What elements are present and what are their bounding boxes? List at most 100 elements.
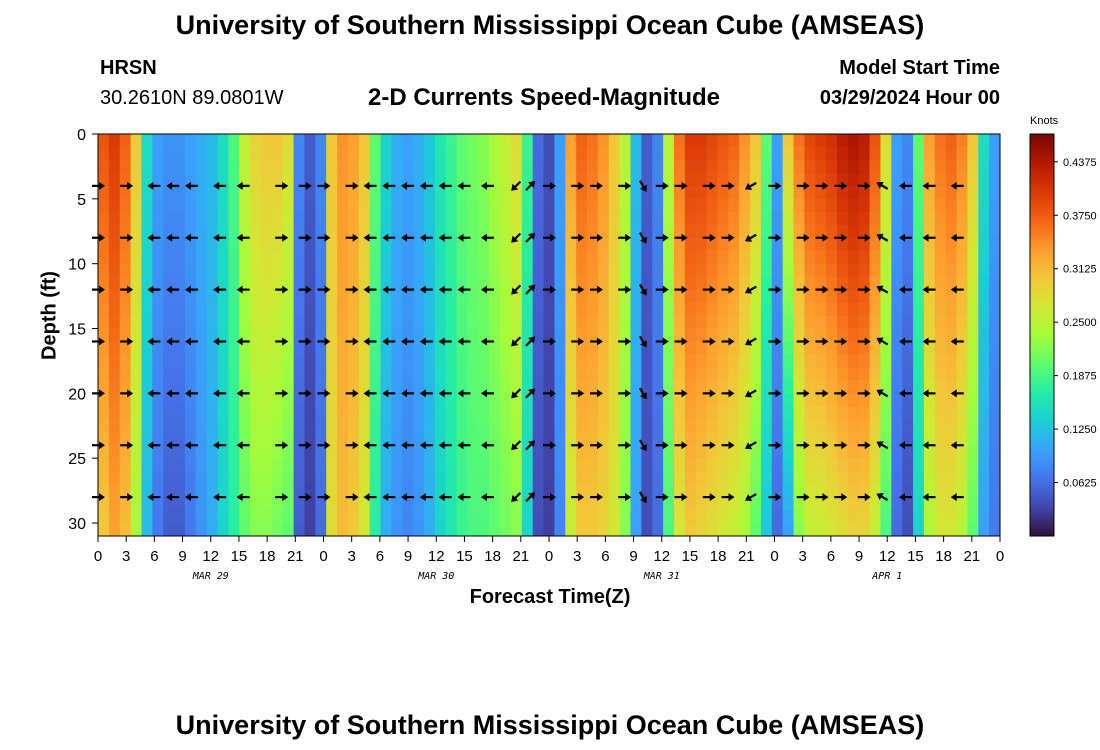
heat-cell: [652, 302, 664, 317]
heat-cell: [228, 523, 240, 536]
heat-cell: [695, 146, 708, 161]
heat-cell: [261, 354, 273, 369]
heat-cell: [858, 172, 871, 187]
heat-cell: [119, 315, 132, 330]
heat-cell: [728, 393, 740, 407]
heat-cell: [576, 159, 588, 174]
heat-cell: [369, 445, 382, 459]
heat-cell: [597, 315, 610, 330]
heat-cell: [989, 484, 1000, 498]
heat-cell: [424, 224, 436, 239]
heat-cell: [510, 497, 523, 511]
heat-cell: [641, 354, 653, 369]
heat-cell: [98, 134, 110, 148]
heat-cell: [858, 510, 871, 524]
heat-cell: [760, 406, 773, 420]
heat-cell: [347, 224, 360, 239]
heat-cell: [706, 419, 719, 433]
heat-cell: [880, 393, 892, 407]
heat-cell: [239, 198, 251, 213]
heat-cell: [956, 302, 968, 317]
heat-cell: [793, 198, 805, 213]
heat-cell: [587, 497, 599, 511]
heat-cell: [913, 445, 925, 459]
heat-cell: [836, 211, 849, 226]
heat-cell: [978, 146, 990, 161]
heat-cell: [608, 159, 621, 174]
heat-cell: [217, 393, 230, 407]
heat-cell: [750, 263, 762, 278]
heat-cell: [347, 497, 360, 511]
heat-cell: [858, 263, 871, 278]
heat-cell: [402, 263, 414, 278]
heat-cell: [695, 432, 708, 446]
heat-cell: [717, 237, 729, 252]
heat-cell: [934, 134, 947, 148]
heat-cell: [956, 419, 968, 433]
heat-cell: [413, 393, 425, 407]
heat-cell: [402, 146, 414, 161]
heat-cell: [750, 250, 762, 265]
heat-cell: [673, 406, 686, 420]
heat-cell: [836, 419, 849, 433]
heat-cell: [641, 250, 653, 265]
heat-cell: [174, 172, 186, 187]
heat-cell: [456, 510, 469, 524]
heat-cell: [989, 510, 1000, 524]
heat-cell: [271, 341, 284, 356]
heat-cell: [760, 354, 773, 369]
heat-cell: [119, 289, 132, 304]
heat-cell: [967, 354, 979, 369]
heat-cell: [130, 134, 143, 148]
heat-cell: [782, 497, 795, 511]
heat-cell: [532, 172, 545, 187]
heat-cell: [717, 250, 729, 265]
heat-cell: [782, 250, 795, 265]
heat-cell: [913, 510, 925, 524]
heat-cell: [826, 172, 838, 187]
current-vector-arrow: [876, 441, 889, 450]
heat-cell: [478, 250, 490, 265]
heat-cell: [847, 471, 860, 485]
heat-cell: [804, 211, 816, 226]
current-vector-arrow: [275, 441, 289, 450]
heat-cell: [239, 302, 251, 317]
heat-cell: [271, 198, 284, 213]
heat-cell: [467, 146, 479, 161]
heat-cell: [217, 237, 230, 252]
heat-cell: [630, 497, 642, 511]
heat-cell: [619, 458, 632, 472]
current-vector-arrow: [120, 337, 134, 346]
heat-cell: [206, 302, 219, 317]
heat-cell: [119, 471, 132, 485]
heat-cell: [978, 172, 990, 187]
heat-cell: [195, 289, 208, 304]
heat-cell: [293, 134, 306, 148]
heat-cell: [456, 484, 469, 498]
heat-cell: [630, 380, 642, 394]
heat-cell: [956, 134, 968, 148]
heat-cell: [684, 159, 697, 174]
heat-cell: [869, 445, 882, 459]
heat-cell: [108, 484, 121, 498]
heat-cell: [282, 380, 295, 394]
heat-cell: [565, 224, 577, 239]
colorbar-tick-label: 0.1875: [1063, 371, 1097, 383]
heat-cell: [489, 211, 501, 226]
heat-cell: [98, 289, 110, 304]
date-label: MAR 31: [643, 571, 680, 582]
heat-cell: [934, 510, 947, 524]
heat-cell: [630, 211, 642, 226]
heat-cell: [652, 185, 664, 200]
heat-cell: [358, 445, 371, 459]
heat-cell: [684, 458, 697, 472]
current-vector-arrow: [589, 389, 603, 398]
heat-cell: [532, 393, 545, 407]
heat-cell: [847, 328, 860, 343]
heat-cell: [347, 471, 360, 485]
heat-cell: [652, 172, 664, 187]
heat-cell: [608, 134, 621, 148]
heat-cell: [836, 523, 849, 536]
heat-cell: [510, 134, 523, 148]
heat-cell: [728, 211, 740, 226]
